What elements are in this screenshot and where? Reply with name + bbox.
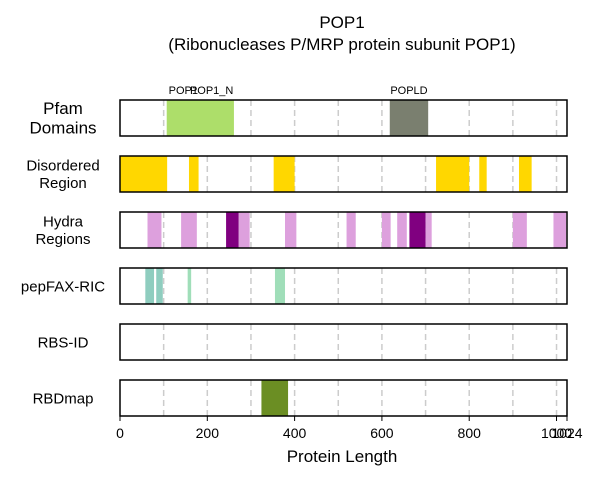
track-frame xyxy=(119,267,568,305)
track-segment xyxy=(238,212,250,248)
track-segment xyxy=(381,212,391,248)
track-2: Hydra Regions xyxy=(35,211,568,249)
chart-title: POP1 xyxy=(319,13,364,32)
track-name-label: Disordered Region xyxy=(26,158,99,192)
track-frame xyxy=(119,99,568,137)
track-segment xyxy=(188,156,199,192)
track-segment xyxy=(518,156,532,192)
track-segment xyxy=(553,212,567,248)
track-5: RBDmap xyxy=(33,379,568,417)
track-segment xyxy=(346,212,356,248)
x-tick-label: 800 xyxy=(458,425,482,441)
track-name-label: RBDmap xyxy=(33,390,94,407)
x-tick-label: 400 xyxy=(283,425,307,441)
track-frame xyxy=(119,211,568,249)
track-segment xyxy=(261,380,289,416)
track-name-label: Pfam Domains xyxy=(29,99,96,138)
track-name-label: pepFAX-RIC xyxy=(21,278,105,295)
track-segment xyxy=(512,212,527,248)
track-segment xyxy=(397,212,407,248)
track-segment xyxy=(409,212,426,248)
track-segment xyxy=(226,212,239,248)
domain-label: POP1 xyxy=(169,85,198,97)
track-segment xyxy=(166,100,234,136)
track-segment xyxy=(147,212,162,248)
track-3: pepFAX-RIC xyxy=(21,267,568,305)
x-axis-label: Protein Length xyxy=(287,447,398,466)
track-segment xyxy=(145,268,155,304)
track-frame xyxy=(119,323,568,361)
track-segment xyxy=(479,156,487,192)
track-1: Disordered Region xyxy=(26,155,568,193)
track-4: RBS-ID xyxy=(38,323,568,361)
x-tick-label: 600 xyxy=(370,425,394,441)
track-name-label: RBS-ID xyxy=(38,334,89,351)
track-name-label: Hydra Regions xyxy=(35,214,90,248)
track-segment xyxy=(274,268,286,304)
track-segment xyxy=(389,100,429,136)
track-frame xyxy=(119,155,568,193)
track-segment xyxy=(285,212,297,248)
track-frame xyxy=(119,379,568,417)
track-segment xyxy=(273,156,295,192)
chart-subtitle: (Ribonucleases P/MRP protein subunit POP… xyxy=(168,35,515,54)
domain-label: POP1_N xyxy=(190,85,233,97)
x-tick-label: 1024 xyxy=(551,425,582,441)
x-tick-label: 0 xyxy=(116,425,124,441)
track-segment xyxy=(156,268,163,304)
x-tick-label: 1000 xyxy=(541,425,572,441)
track-segment xyxy=(120,156,168,192)
track-segment xyxy=(181,212,197,248)
track-segment xyxy=(187,268,192,304)
track-segment xyxy=(425,212,432,248)
track-segment xyxy=(436,156,470,192)
domain-label: POPLD xyxy=(390,85,427,97)
x-tick-label: 200 xyxy=(196,425,220,441)
